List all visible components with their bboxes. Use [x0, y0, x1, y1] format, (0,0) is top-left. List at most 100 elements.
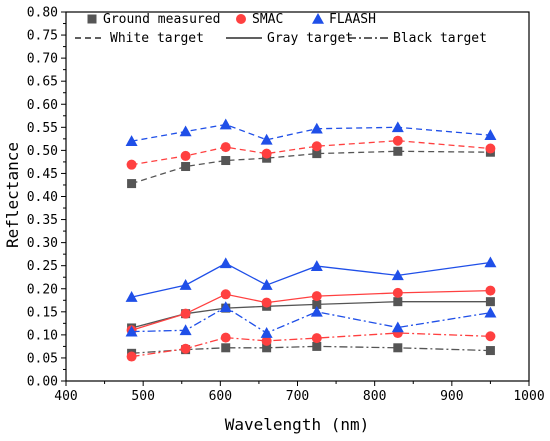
y-tick-label: 0.50 [27, 144, 58, 159]
data-point [125, 291, 138, 302]
legend-label: White target [110, 31, 204, 46]
data-point [484, 306, 497, 318]
data-point [262, 343, 272, 353]
data-point [127, 179, 137, 189]
x-axis-title: Wavelength (nm) [225, 415, 370, 434]
data-point [125, 325, 138, 337]
legend-marker [87, 14, 97, 24]
y-tick-label: 0.35 [27, 213, 58, 228]
series-1 [126, 135, 496, 170]
x-tick-label: 600 [209, 389, 232, 404]
data-point [311, 333, 322, 344]
data-point [181, 162, 191, 172]
data-point [126, 159, 137, 170]
x-tick-label: 800 [363, 389, 386, 404]
data-point [220, 142, 231, 153]
data-point [220, 332, 231, 343]
data-point [221, 156, 231, 166]
y-tick-label: 0.70 [27, 52, 58, 67]
data-point [391, 269, 404, 281]
data-point [261, 148, 272, 159]
legend-label: FLAASH [329, 12, 376, 27]
data-point [484, 256, 497, 268]
y-tick-label: 0.65 [27, 75, 58, 90]
y-tick-label: 0.10 [27, 328, 58, 343]
axes: 0.00 0.05 0.10 0.15 0.20 0.25 0.30 0.35 0.40 0.45… [27, 6, 545, 405]
y-tick-label: 0.40 [27, 190, 58, 205]
y-tick-label: 0.60 [27, 98, 58, 113]
data-point [126, 351, 137, 362]
legend-marker [236, 14, 246, 24]
legend-flaash: FLAASH [312, 12, 376, 27]
data-point [312, 299, 322, 309]
data-point [393, 343, 403, 353]
data-point [180, 308, 191, 319]
y-tick-label: 0.00 [27, 375, 58, 390]
y-tick-label: 0.05 [27, 351, 58, 366]
data-point [310, 122, 323, 134]
y-tick-label: 0.20 [27, 282, 58, 297]
y-tick-label: 0.45 [27, 167, 58, 182]
series-2 [125, 118, 497, 146]
data-point [485, 331, 496, 342]
data-point [125, 135, 138, 146]
data-point [221, 343, 231, 353]
data-point [180, 343, 191, 354]
legend: Ground measured SMAC FLAASH White target Gra… [75, 12, 487, 46]
data-point [392, 287, 403, 298]
plot-area [125, 118, 497, 362]
data-point [261, 297, 272, 308]
data-point [485, 143, 496, 154]
legend-white-target: White target [75, 31, 204, 46]
data-point [312, 341, 322, 351]
y-tick-label: 0.15 [27, 305, 58, 320]
data-point [485, 297, 495, 307]
y-tick-label: 0.55 [27, 121, 58, 136]
data-point [260, 133, 273, 145]
data-point [219, 118, 232, 130]
legend-smac: SMAC [236, 12, 283, 27]
x-tick-label: 900 [440, 389, 463, 404]
y-axis-title: Reflectance [3, 142, 22, 248]
data-point [392, 135, 403, 146]
legend-black-target: Black target [348, 31, 487, 46]
data-point [311, 141, 322, 152]
y-tick-label: 0.80 [27, 6, 58, 21]
data-point [219, 257, 232, 269]
x-tick-label: 500 [131, 389, 154, 404]
data-point [261, 335, 272, 346]
data-point [179, 279, 192, 290]
data-point [179, 324, 192, 336]
data-point [310, 305, 323, 317]
data-point [485, 346, 495, 356]
legend-gray-target: Gray target [226, 31, 353, 46]
data-point [260, 279, 273, 290]
data-point [484, 129, 497, 140]
y-tick-label: 0.30 [27, 236, 58, 251]
data-point [219, 301, 232, 312]
y-tick-label: 0.75 [27, 29, 58, 44]
data-point [391, 321, 404, 333]
data-point [391, 121, 404, 133]
data-point [393, 297, 403, 307]
x-tick-label: 700 [286, 389, 309, 404]
legend-label: Black target [393, 31, 487, 46]
y-tick-label: 0.25 [27, 259, 58, 274]
x-tick-label: 400 [54, 389, 77, 404]
data-point [220, 289, 231, 300]
legend-label: SMAC [252, 12, 283, 27]
data-point [310, 260, 323, 271]
data-point [312, 149, 322, 159]
legend-marker [312, 13, 324, 24]
legend-label: Gray target [267, 31, 353, 46]
data-point [260, 327, 273, 338]
data-point [393, 146, 403, 156]
series-8 [125, 301, 497, 338]
legend-ground-measured: Ground measured [87, 12, 220, 27]
x-tick-label: 1000 [513, 389, 544, 404]
legend-label: Ground measured [103, 12, 220, 27]
series-4 [126, 285, 496, 336]
data-point [180, 150, 191, 161]
data-point [485, 285, 496, 296]
